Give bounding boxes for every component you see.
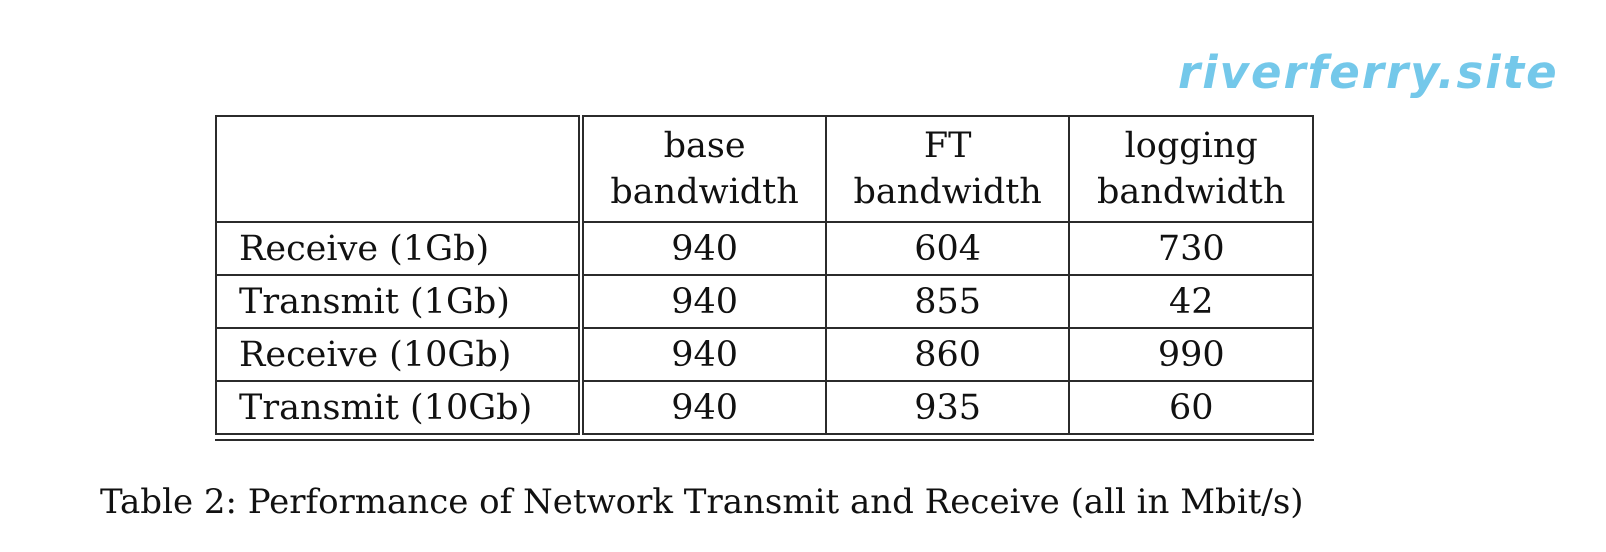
table-cell: 730 [1068, 221, 1314, 276]
table-cell: 935 [824, 380, 1071, 435]
table-row: Receive (10Gb) 940 860 990 [214, 327, 1314, 382]
table-cell: 990 [1068, 327, 1314, 382]
table-cell: 855 [824, 274, 1071, 329]
row-label-cell: Transmit (10Gb) [214, 380, 585, 435]
header-line: logging [1124, 126, 1258, 166]
row-label-cell: Transmit (1Gb) [214, 274, 585, 329]
header-line: FT [923, 126, 972, 166]
header-line: base [663, 126, 746, 166]
performance-table-container: base bandwidth FT bandwidth logging band… [214, 115, 1314, 441]
header-corner-cell [214, 115, 585, 223]
table-cell: 60 [1068, 380, 1314, 435]
table-cell: 940 [580, 221, 827, 276]
header-cell-base-bandwidth: base bandwidth [580, 115, 827, 223]
table-row: Receive (1Gb) 940 604 730 [214, 221, 1314, 276]
table-bottom-rule [215, 439, 1314, 441]
table-row: Transmit (1Gb) 940 855 42 [214, 274, 1314, 329]
header-cell-logging-bandwidth: logging bandwidth [1068, 115, 1314, 223]
table-header-row: base bandwidth FT bandwidth logging band… [214, 115, 1314, 223]
performance-table: base bandwidth FT bandwidth logging band… [214, 115, 1314, 435]
header-line: bandwidth [610, 172, 799, 212]
header-line: bandwidth [1097, 172, 1286, 212]
row-label-cell: Receive (1Gb) [214, 221, 585, 276]
watermark-text: riverferry.site [1178, 46, 1559, 99]
table-cell: 42 [1068, 274, 1314, 329]
header-cell-ft-bandwidth: FT bandwidth [824, 115, 1071, 223]
table-cell: 940 [580, 380, 827, 435]
table-cell: 860 [824, 327, 1071, 382]
table-cell: 940 [580, 327, 827, 382]
row-label-cell: Receive (10Gb) [214, 327, 585, 382]
table-cell: 940 [580, 274, 827, 329]
table-cell: 604 [824, 221, 1071, 276]
header-line: bandwidth [853, 172, 1042, 212]
table-row: Transmit (10Gb) 940 935 60 [214, 380, 1314, 435]
table-caption: Table 2: Performance of Network Transmit… [100, 482, 1304, 522]
